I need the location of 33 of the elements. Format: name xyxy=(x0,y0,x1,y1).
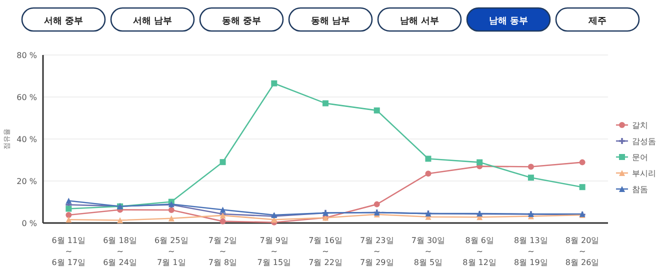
y-tick-label: 20 % xyxy=(16,177,38,186)
legend-label: 부시리 xyxy=(632,169,656,178)
x-tick-label: 6월 18일 ~ 6월 24일 xyxy=(103,236,137,267)
y-tick-label: 60 % xyxy=(16,93,38,102)
x-tick-label: 7월 9일 ~ 7월 15일 xyxy=(257,236,292,267)
tab: 서해 중부 xyxy=(21,7,106,32)
x-tick-label: 8월 6일 ~ 8월 12일 xyxy=(462,236,496,267)
legend-item: 감성돔 xyxy=(616,137,656,146)
legend-item: 갈치 xyxy=(616,121,648,130)
x-tick-label: 6월 11일 ~ 6월 17일 xyxy=(52,236,86,267)
tab: 서해 남부 xyxy=(110,7,195,32)
tab: 동해 남부 xyxy=(288,7,373,32)
tab: 제주 xyxy=(555,7,640,32)
x-tick-label: 8월 20일 ~ 8월 26일 xyxy=(565,236,600,267)
legend-item: 참돔 xyxy=(616,185,648,194)
legend-item: 부시리 xyxy=(616,169,656,178)
legend-label: 참돔 xyxy=(632,185,648,194)
y-tick-label: 0 % xyxy=(22,219,38,228)
x-tick-label: 7월 30일 ~ 8월 5일 xyxy=(411,236,446,267)
y-tick-label: 80 % xyxy=(16,51,38,60)
x-tick-label: 7월 23일 ~ 7월 29일 xyxy=(360,236,394,267)
x-tick-label: 6월 25일 ~ 7월 1일 xyxy=(154,236,188,267)
x-tick-label: 7월 2일 ~ 7월 8일 xyxy=(208,236,238,267)
y-tick-label: 40 % xyxy=(16,135,38,144)
tab: 남해 동부 xyxy=(466,7,551,32)
tab: 동해 중부 xyxy=(199,7,284,32)
legend-label: 문어 xyxy=(632,153,648,162)
legend-label: 감성돔 xyxy=(632,137,656,146)
x-tick-label: 7월 16일 ~ 7월 22일 xyxy=(308,236,342,267)
legend-item: 문어 xyxy=(616,153,648,162)
legend-label: 갈치 xyxy=(632,121,648,130)
tab: 남해 서부 xyxy=(377,7,462,32)
x-tick-label: 8월 13일 ~ 8월 19일 xyxy=(514,236,548,267)
